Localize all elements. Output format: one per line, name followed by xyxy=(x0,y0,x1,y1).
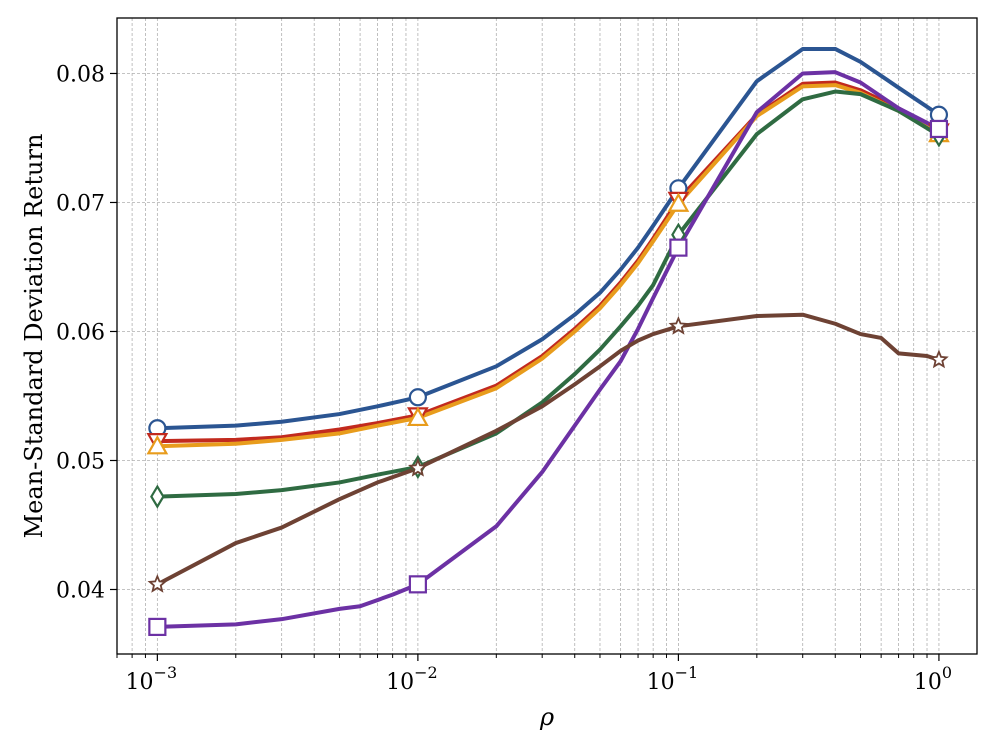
series-markers xyxy=(146,105,950,637)
triangle-up-marker xyxy=(406,406,429,427)
triangle-up-marker xyxy=(667,192,690,212)
series-line-6 xyxy=(155,312,941,587)
x-tick-label: 10−3 xyxy=(126,663,178,695)
axis-ticks xyxy=(110,72,940,661)
y-tick-label: 0.04 xyxy=(56,578,105,603)
circle-marker xyxy=(408,388,427,407)
minor-grid xyxy=(116,18,928,654)
series-layer xyxy=(146,46,950,637)
star-marker xyxy=(929,349,949,369)
square-marker xyxy=(929,119,949,139)
x-axis-label: ρ xyxy=(539,703,554,731)
y-tick-label: 0.07 xyxy=(56,191,105,216)
series-line-4 xyxy=(155,89,941,499)
y-tick-label: 0.05 xyxy=(56,449,105,474)
series-line-3 xyxy=(155,83,941,449)
series-line-5 xyxy=(155,70,941,629)
square-marker xyxy=(148,617,167,637)
series-lines xyxy=(155,46,941,629)
star-marker xyxy=(147,573,168,593)
x-tick-label: 10−2 xyxy=(386,663,438,695)
tick-labels: 10−3 10−2 10−1 100 0.04 0.05 0.06 0.07 0.08 xyxy=(56,62,952,695)
square-marker xyxy=(669,238,688,257)
plot-frame xyxy=(116,17,978,655)
y-axis-label: Mean-Standard Deviation Return xyxy=(20,134,48,539)
star-marker xyxy=(408,457,428,477)
series-line-1 xyxy=(155,46,941,431)
triangle-up-marker xyxy=(146,435,169,455)
diamond-marker xyxy=(150,484,165,509)
x-tick-label: 100 xyxy=(914,663,952,695)
y-tick-label: 0.08 xyxy=(56,62,105,87)
y-tick-label: 0.06 xyxy=(56,320,105,345)
x-tick-label: 10−1 xyxy=(647,663,699,695)
square-marker xyxy=(408,575,427,594)
star-marker xyxy=(668,315,689,335)
